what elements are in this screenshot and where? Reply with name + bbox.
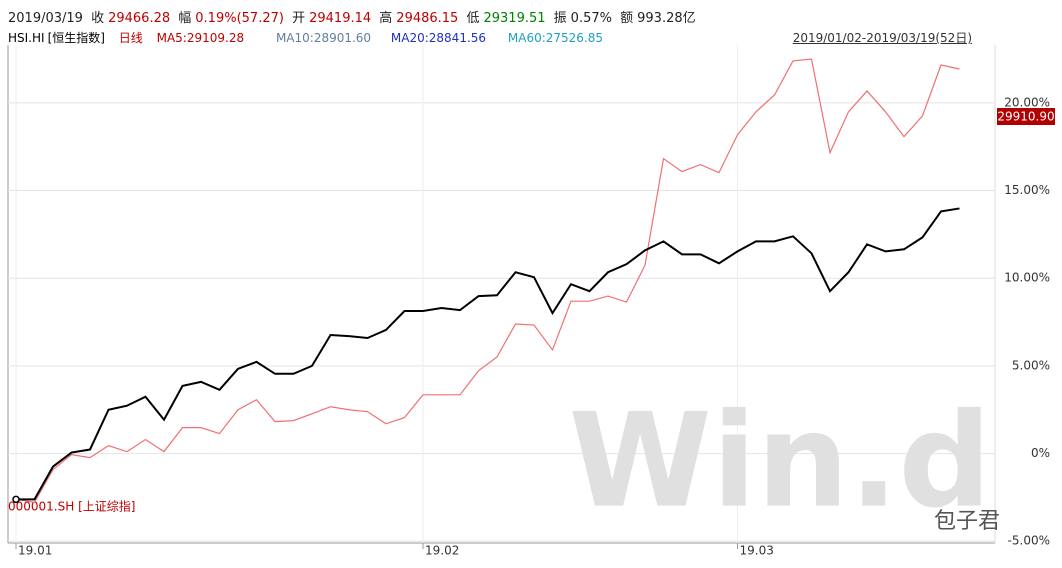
watermark: Win.d [569,385,992,537]
value: 0.57% [570,11,612,26]
value: 0.19%(57.27) [195,11,284,26]
y-tick-label: 0% [1031,446,1050,460]
series-line [15,58,960,503]
label: 振 [553,11,567,26]
y-tick-label: 5.00% [1012,358,1050,372]
start-marker [12,495,20,504]
label: 高 [379,11,393,26]
label: 幅 [178,11,192,26]
ma5: MA5:29109.28 [156,31,245,45]
value: 993.28亿 [637,11,696,26]
quote-header: 2019/03/19 收 29466.28 幅 0.19%(57.27) 开 2941… [8,7,700,26]
wechat-mark: 包子君 [934,509,1000,534]
value: 29419.14 [309,11,372,26]
label: 收 [91,11,105,26]
ma10: MA10:28901.60 [275,31,372,45]
value: 29319.51 [483,11,546,26]
x-tick-label: 19.03 [740,544,774,558]
compare-label: 000001.SH [上证综指] [8,499,135,514]
date-range[interactable]: 2019/01/02-2019/03/19(52日) [792,31,972,45]
value: 29486.15 [396,11,459,26]
x-tick-label: 19.01 [18,544,52,558]
name: [恒生指数] [47,31,105,45]
ma60: MA60:27526.85 [507,31,604,45]
label: 额 [620,11,634,26]
x-tick-label: 19.02 [425,544,459,558]
period[interactable]: 日线 [118,31,143,45]
label: 开 [292,11,306,26]
ma20: MA20:28841.56 [390,31,487,45]
value: 29466.28 [108,11,171,26]
y-tick-label: -5.00% [1008,534,1050,548]
price-tag-bg [997,108,1055,125]
y-tick-label: 15.00% [1004,183,1050,197]
y-tick-label: 10.00% [1004,271,1050,285]
code: HSI.HI [8,31,45,45]
date: 2019/03/19 [8,11,83,26]
series-line [16,207,960,501]
y-tick-label: 20.00% [1004,95,1050,109]
price-tag: 29910.90 [997,110,1054,124]
label: 低 [466,11,480,26]
legend-bar: HSI.HI [恒生指数] 日线 MA5:29109.28 MA10:28901.… [8,29,613,46]
